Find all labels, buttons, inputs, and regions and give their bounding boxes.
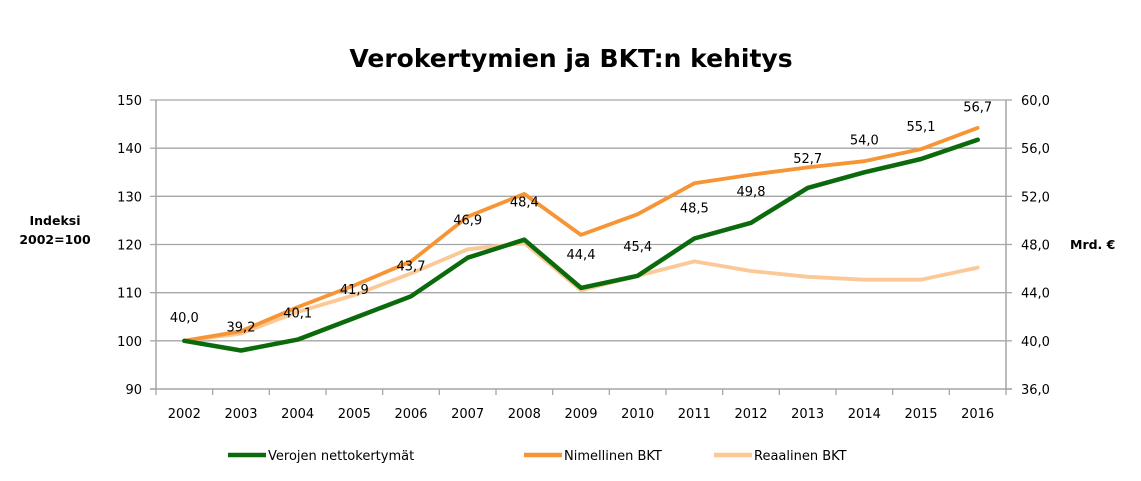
legend-label: Nimellinen BKT — [564, 449, 662, 464]
x-tick-label: 2007 — [451, 407, 484, 422]
x-tick-label: 2012 — [734, 407, 767, 422]
x-tick-label: 2014 — [848, 407, 881, 422]
chart-title: Verokertymien ja BKT:n kehitys — [349, 44, 792, 73]
x-tick-label: 2006 — [394, 407, 427, 422]
series-line-2 — [182, 137, 980, 353]
y2-tick-label: 44,0 — [1021, 287, 1050, 302]
y-tick-label: 120 — [117, 239, 142, 254]
x-tick-label: 2009 — [564, 407, 597, 422]
y-tick-label: 90 — [125, 383, 142, 398]
legend-label: Verojen nettokertymät — [268, 449, 414, 464]
y2-tick-label: 56,0 — [1021, 142, 1050, 157]
data-label: 39,2 — [227, 320, 256, 335]
x-axis-ticks: 2002 2003 2004 2005 2006 2007 2008 2009 2010 2011… — [168, 407, 994, 422]
data-label: 48,5 — [680, 201, 709, 216]
y2-tick-label: 40,0 — [1021, 335, 1050, 350]
data-label: 55,1 — [907, 120, 936, 135]
y-tick-label: 130 — [117, 190, 142, 205]
y-axis-title-line2: 2002=100 — [19, 232, 91, 247]
x-tick-label: 2005 — [338, 407, 371, 422]
x-tick-label: 2015 — [904, 407, 937, 422]
data-label: 45,4 — [623, 240, 652, 255]
y2-tick-label: 52,0 — [1021, 190, 1050, 205]
data-label: 54,0 — [850, 133, 879, 148]
legend-label: Reaalinen BKT — [754, 449, 847, 464]
data-label: 41,9 — [340, 283, 369, 298]
x-tick-label: 2010 — [621, 407, 654, 422]
x-tick-label: 2003 — [224, 407, 257, 422]
data-label: 40,1 — [283, 307, 312, 322]
data-labels: 40,0 39,2 40,1 41,9 43,7 46,9 48,4 44,4 45,4 48,5… — [170, 101, 992, 336]
y-axis-ticks: 150 140 130 120 110 100 90 — [117, 94, 142, 398]
series-line-1 — [182, 126, 980, 343]
series-line-0 — [182, 241, 980, 343]
data-label: 56,7 — [963, 101, 992, 116]
data-label: 43,7 — [397, 259, 426, 274]
x-tick-label: 2016 — [961, 407, 994, 422]
y2-tick-label: 36,0 — [1021, 383, 1050, 398]
data-label: 49,8 — [737, 185, 766, 200]
x-tick-label: 2013 — [791, 407, 824, 422]
y-tick-label: 100 — [117, 335, 142, 350]
data-label: 40,0 — [170, 311, 199, 326]
y-tick-label: 110 — [117, 287, 142, 302]
series-lines — [182, 126, 980, 353]
data-label: 44,4 — [567, 248, 596, 263]
y2-axis-ticks: 60,0 56,0 52,0 48,0 44,0 40,0 36,0 — [1021, 94, 1050, 398]
axes — [150, 99, 1012, 395]
data-label: 46,9 — [453, 214, 482, 229]
x-tick-label: 2004 — [281, 407, 314, 422]
y2-tick-label: 48,0 — [1021, 239, 1050, 254]
x-tick-label: 2008 — [508, 407, 541, 422]
data-label: 48,4 — [510, 196, 539, 211]
x-tick-label: 2002 — [168, 407, 201, 422]
x-tick-label: 2011 — [678, 407, 711, 422]
y2-axis-title: Mrd. € — [1070, 237, 1115, 252]
y-tick-label: 150 — [117, 94, 142, 109]
legend: Verojen nettokertymät Nimellinen BKT Reaal… — [228, 449, 847, 464]
data-label: 52,7 — [793, 152, 822, 167]
y-axis-title-line1: Indeksi — [29, 213, 80, 228]
y2-tick-label: 60,0 — [1021, 94, 1050, 109]
y-tick-label: 140 — [117, 142, 142, 157]
